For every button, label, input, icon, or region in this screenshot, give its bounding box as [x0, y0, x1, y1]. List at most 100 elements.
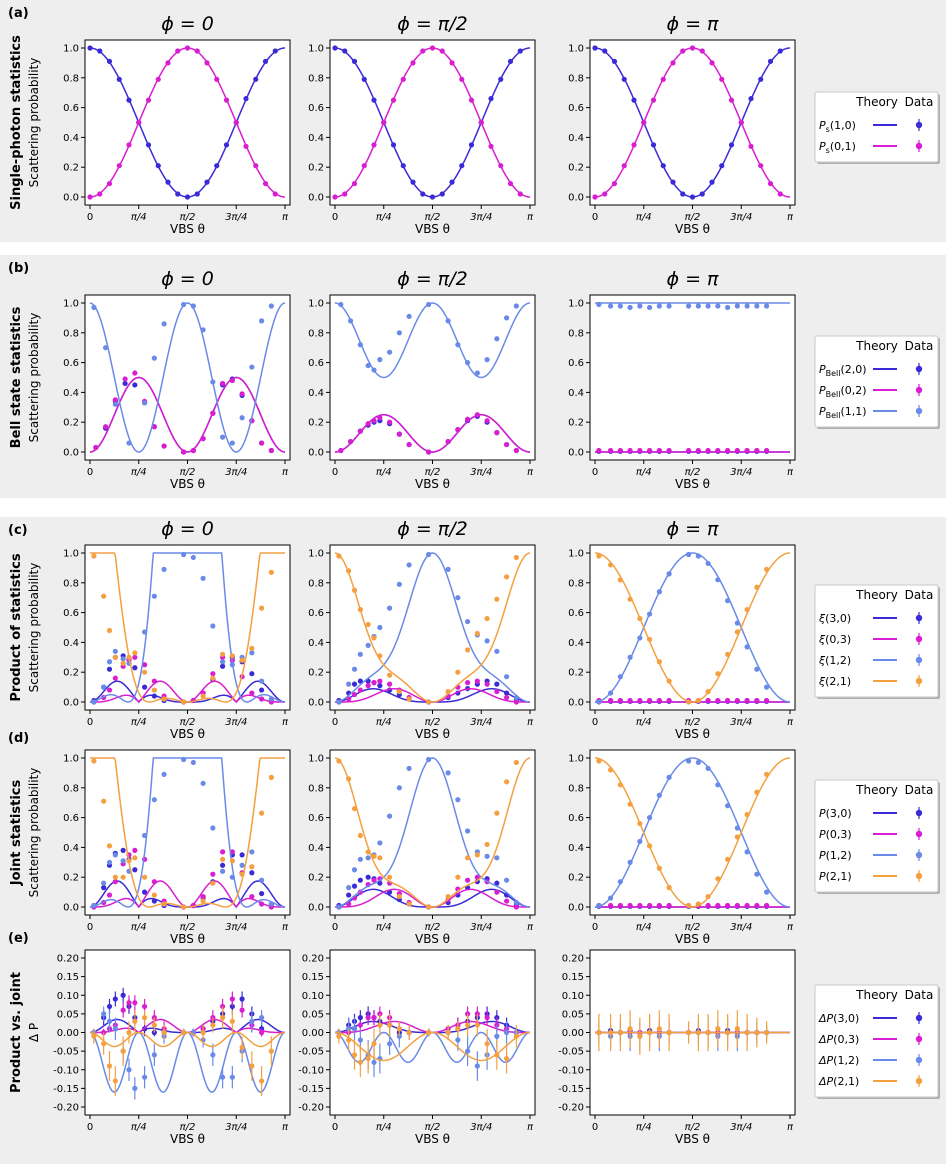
data-point: [396, 893, 402, 900]
data-point: [504, 877, 510, 883]
data-point: [484, 681, 490, 687]
data-point: [406, 765, 412, 772]
data-point: [445, 688, 451, 695]
data-point: [357, 651, 363, 657]
legend-label-arg: (0,3): [826, 828, 852, 841]
data-point: [165, 60, 171, 66]
data-point: [346, 568, 352, 574]
data-point: [112, 648, 118, 654]
legend-label-arg: (2,1): [826, 870, 852, 883]
panel-b-phi-half-pi: ϕ = π/2 0.0 0.2 0.4 0.6 0.8 1.0 0 π/4 π/2 3π/4 π VBS…: [308, 268, 536, 491]
data-point: [184, 194, 191, 200]
y-tick-label: -0.10: [298, 1065, 324, 1076]
data-point: [132, 650, 138, 656]
data-point: [142, 889, 148, 895]
data-point: [498, 163, 504, 169]
x-tick-label: π/2: [180, 922, 196, 933]
x-axis-label: VBS θ: [415, 477, 450, 491]
data-point: [455, 1026, 461, 1032]
data-point: [494, 880, 500, 886]
x-tick-label: π: [787, 922, 794, 933]
data-point: [627, 596, 633, 602]
data-point: [259, 1078, 265, 1084]
theory-line-c21: [334, 757, 531, 908]
x-axis-label: VBS θ: [170, 1132, 205, 1146]
legend-label-sub: Bell: [826, 390, 841, 399]
data-point: [106, 180, 113, 187]
panel-a-phi-half-pi: ϕ = π/2 0.0 0.2 0.4 0.6 0.8 1.0 0 π/4 π/2 3π/4 π VBS…: [308, 13, 536, 236]
data-point: [338, 301, 344, 308]
data-point: [103, 345, 109, 351]
data-point: [738, 119, 744, 126]
legend-label-arg: (1,0): [830, 119, 856, 132]
data-point: [617, 902, 623, 909]
data-point: [200, 898, 206, 904]
data-point: [494, 810, 500, 816]
data-point: [210, 871, 216, 877]
data-point: [259, 1015, 265, 1021]
data-point: [229, 1003, 235, 1010]
y-tick-label: -0.15: [558, 1084, 584, 1095]
data-point: [377, 678, 383, 684]
data-point: [220, 862, 226, 868]
data-point: [106, 659, 113, 665]
data-point: [336, 1033, 342, 1039]
data-point: [259, 696, 265, 702]
y-tick-label: -0.05: [53, 1047, 79, 1058]
data-point: [365, 849, 371, 855]
data-point: [744, 607, 750, 613]
data-point: [210, 825, 216, 831]
data-point: [259, 318, 265, 324]
y-tick-label: 0.15: [302, 972, 324, 983]
data-point: [200, 893, 206, 900]
data-point: [695, 901, 701, 907]
legend-label-arg: (3,0): [826, 807, 852, 820]
data-point: [758, 76, 764, 82]
data-point: [406, 313, 412, 320]
y-tick-label: 0.2: [568, 873, 584, 884]
data-point: [106, 627, 113, 634]
data-point: [592, 194, 598, 200]
data-point: [728, 142, 735, 148]
data-point: [637, 820, 643, 827]
theory-line-c12: [89, 552, 286, 703]
x-axis-label: VBS θ: [675, 932, 710, 946]
data-point: [210, 1052, 216, 1058]
panel-title: ϕ = π: [667, 518, 720, 540]
y-tick-label: 0.00: [302, 1028, 324, 1039]
x-tick-label: π/4: [376, 717, 392, 728]
legend-label: ξ(2,1): [818, 675, 851, 688]
x-tick-label: 3π/4: [730, 467, 752, 478]
data-point: [132, 847, 138, 853]
data-point: [126, 1029, 132, 1036]
data-point: [656, 447, 662, 454]
data-point: [210, 880, 216, 886]
data-point: [259, 687, 265, 693]
y-tick-label: 0.0: [568, 903, 584, 914]
data-point: [120, 1007, 126, 1013]
data-point: [627, 654, 633, 660]
data-point: [249, 1063, 255, 1069]
data-point: [200, 693, 206, 699]
data-point: [719, 76, 725, 82]
data-point: [596, 699, 602, 705]
data-point: [617, 782, 623, 788]
data-point: [725, 697, 731, 704]
data-point: [744, 303, 750, 309]
data-point: [87, 194, 93, 200]
x-axis-label: VBS θ: [170, 477, 205, 491]
data-point: [686, 902, 692, 909]
data-point: [249, 645, 255, 651]
legend-label-base: ΔP: [818, 1075, 834, 1088]
data-point: [637, 615, 643, 622]
data-point: [465, 680, 471, 686]
plot-area: [589, 294, 796, 461]
data-point: [504, 315, 510, 321]
legend-label-arg: (3,0): [825, 612, 851, 625]
data-point: [93, 444, 99, 451]
panel-e-phi-pi: -0.20 -0.15 -0.10 -0.05 0.00 0.05 0.10 0.15 0.20…: [558, 949, 796, 1146]
data-point: [504, 1055, 510, 1062]
data-point: [715, 902, 721, 909]
data-point: [474, 630, 480, 637]
data-point: [342, 48, 348, 54]
